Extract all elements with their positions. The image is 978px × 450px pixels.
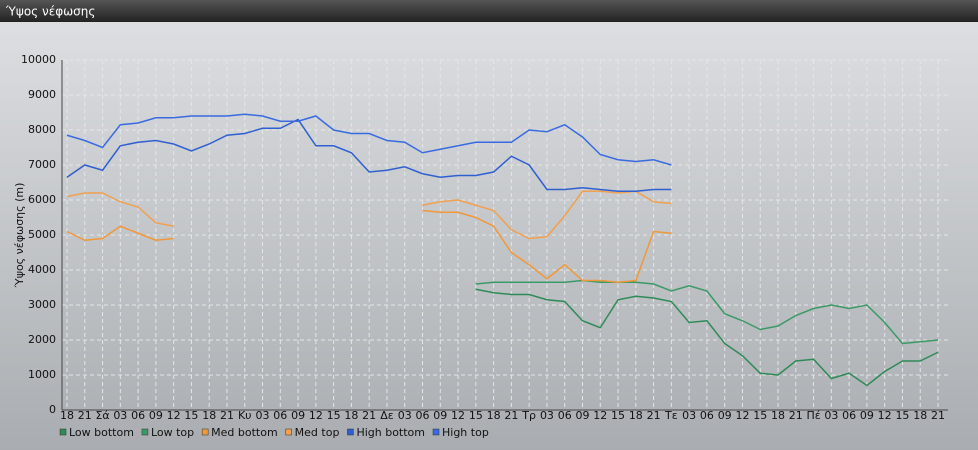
x-tick-label: 21 — [647, 409, 661, 422]
legend-swatch — [201, 428, 209, 436]
legend-label: Med bottom — [211, 426, 278, 439]
x-tick-label: 18 — [202, 409, 216, 422]
x-tick-label: 15 — [469, 409, 483, 422]
y-tick-label: 3000 — [28, 298, 56, 311]
x-tick-label: 12 — [735, 409, 749, 422]
x-tick-label: 06 — [558, 409, 572, 422]
x-tick-label: 06 — [700, 409, 714, 422]
y-axis-title: Ύψος νέφωσης (m) — [13, 183, 26, 289]
legend-swatch — [347, 428, 354, 436]
x-tick-label: Κυ — [238, 409, 252, 422]
legend-label: High top — [442, 426, 489, 439]
x-tick-label: 18 — [60, 409, 74, 422]
x-tick-label: 06 — [842, 409, 856, 422]
x-tick-label: 03 — [256, 409, 270, 422]
x-tick-label: 18 — [771, 409, 785, 422]
x-tick-label: 21 — [362, 409, 376, 422]
legend-swatch — [285, 428, 292, 436]
legend-swatch — [141, 428, 149, 436]
legend-label: Med top — [295, 426, 340, 439]
x-tick-label: 03 — [682, 409, 696, 422]
x-tick-label: 15 — [184, 409, 198, 422]
series-line — [66, 209, 672, 284]
x-tick-label: 18 — [344, 409, 358, 422]
x-tick-label: 12 — [593, 409, 607, 422]
legend-swatch — [59, 428, 67, 436]
x-tick-label: 15 — [327, 409, 341, 422]
x-tick-label: 09 — [291, 409, 305, 422]
x-tick-label: 21 — [78, 409, 92, 422]
x-tick-label: 09 — [433, 409, 447, 422]
y-tick-label: 10000 — [21, 53, 56, 66]
series-line — [66, 118, 672, 192]
x-tick-label: 21 — [789, 409, 803, 422]
x-tick-label: 15 — [611, 409, 625, 422]
x-tick-label: Τε — [664, 409, 678, 422]
x-tick-label: 03 — [540, 409, 554, 422]
x-tick-label: 06 — [273, 409, 287, 422]
x-tick-label: Πέ — [806, 409, 820, 422]
chart-title: Ύψος νέφωσης — [5, 5, 95, 19]
x-tick-label: 09 — [575, 409, 589, 422]
x-tick-label: 12 — [167, 409, 181, 422]
series-line — [66, 113, 672, 166]
y-tick-label: 1000 — [28, 368, 56, 381]
series-line — [475, 288, 939, 387]
x-tick-label: 12 — [309, 409, 323, 422]
y-tick-label: 2000 — [28, 333, 56, 346]
x-tick-label: 09 — [718, 409, 732, 422]
y-tick-label: 5000 — [28, 228, 56, 241]
x-tick-label: Τρ — [521, 409, 536, 422]
y-tick-label: 9000 — [28, 88, 56, 101]
x-tick-label: 15 — [753, 409, 767, 422]
y-tick-label: 8000 — [28, 123, 56, 136]
x-tick-label: 18 — [629, 409, 643, 422]
legend-label: Low top — [151, 426, 194, 439]
legend-swatch — [432, 428, 440, 436]
legend-label: Low bottom — [69, 426, 134, 439]
x-tick-label: 09 — [860, 409, 874, 422]
x-tick-label: 18 — [487, 409, 501, 422]
x-tick-label: Σά — [95, 409, 109, 422]
y-tick-label: 6000 — [28, 193, 56, 206]
y-tick-label: 4000 — [28, 263, 56, 276]
header — [0, 0, 978, 22]
x-tick-label: Δε — [380, 409, 394, 422]
x-tick-label: 21 — [931, 409, 945, 422]
x-tick-label: 12 — [451, 409, 465, 422]
x-tick-label: 12 — [878, 409, 892, 422]
x-tick-label: 03 — [824, 409, 838, 422]
x-tick-label: 21 — [220, 409, 234, 422]
x-tick-label: 03 — [398, 409, 412, 422]
x-tick-label: 06 — [131, 409, 145, 422]
x-tick-label: 15 — [895, 409, 909, 422]
series-line — [475, 279, 939, 345]
legend-label: High bottom — [356, 426, 425, 439]
x-tick-label: 18 — [913, 409, 927, 422]
x-tick-label: 21 — [504, 409, 518, 422]
y-tick-label: 7000 — [28, 158, 56, 171]
x-tick-label: 09 — [149, 409, 163, 422]
y-tick-label: 0 — [49, 403, 56, 416]
x-tick-label: 03 — [113, 409, 127, 422]
x-tick-label: 06 — [416, 409, 430, 422]
